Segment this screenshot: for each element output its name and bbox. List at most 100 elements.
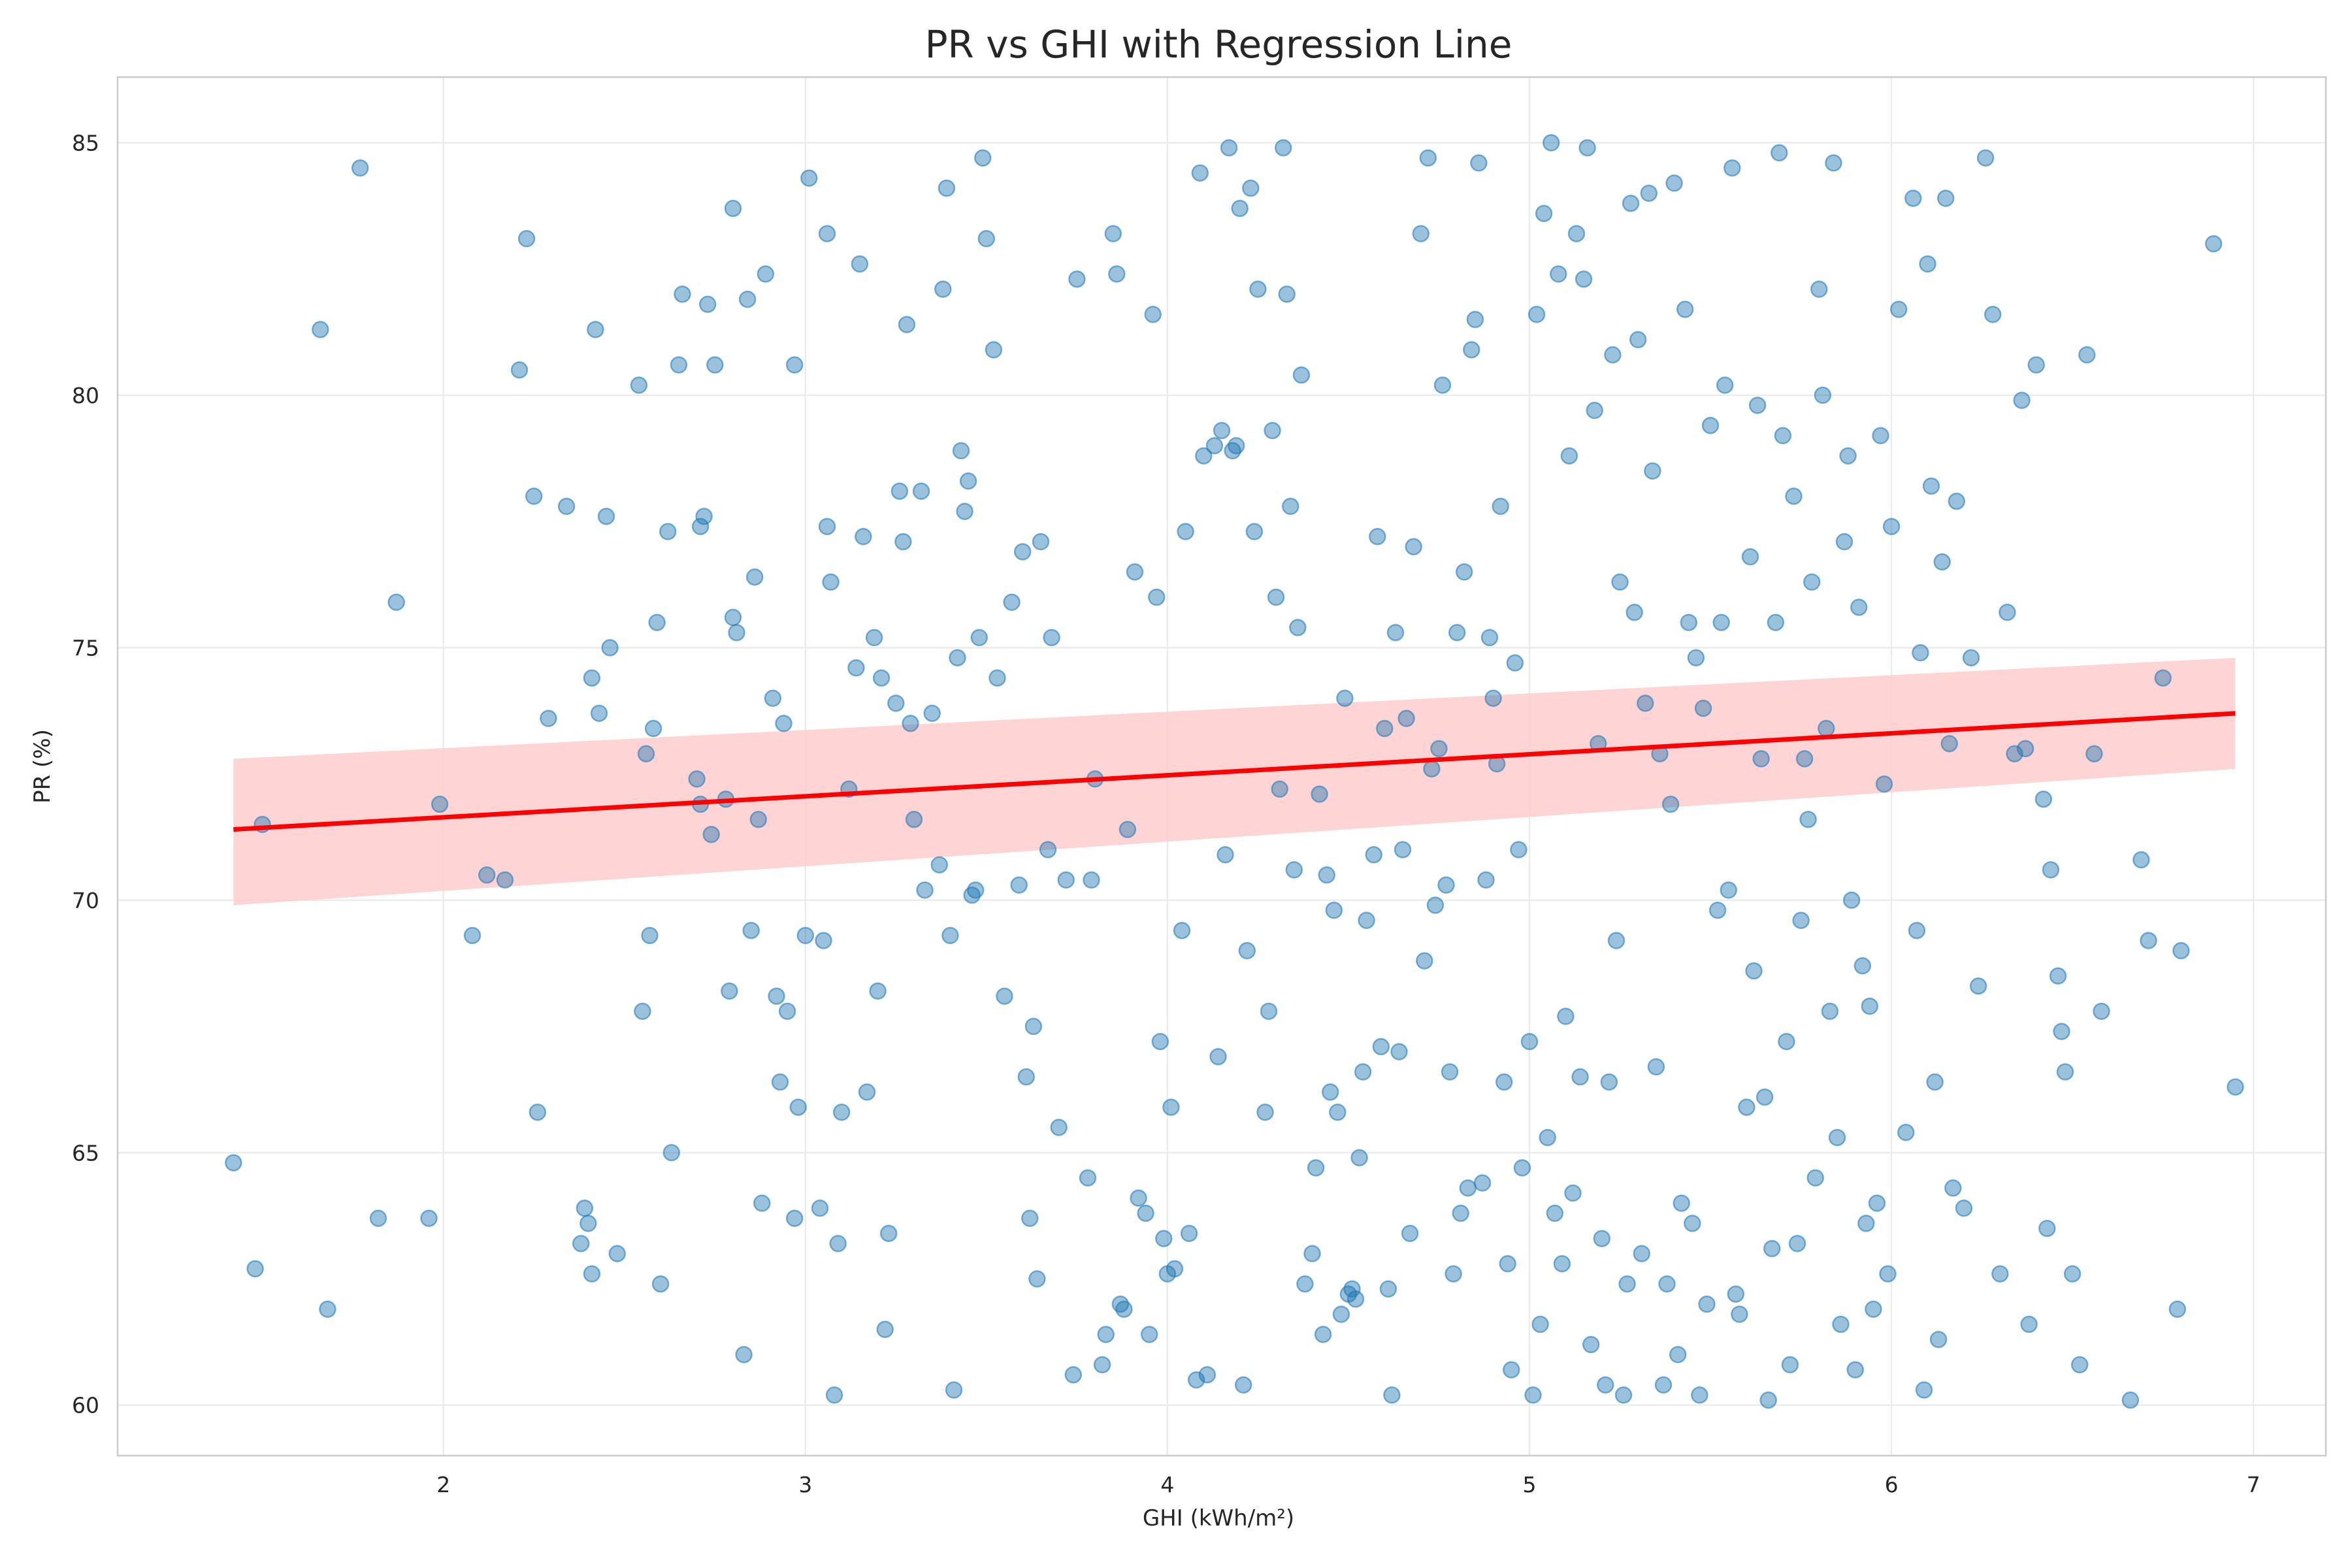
scatter-point bbox=[1282, 497, 1299, 515]
scatter-point bbox=[1618, 1275, 1636, 1293]
scatter-point bbox=[1694, 699, 1712, 717]
scatter-point bbox=[1524, 1386, 1542, 1404]
scatter-point bbox=[1343, 1280, 1361, 1298]
scatter-point bbox=[2056, 1063, 2074, 1081]
scatter-point bbox=[869, 982, 887, 1000]
scatter-point bbox=[1557, 1007, 1575, 1025]
scatter-point bbox=[2085, 745, 2103, 762]
scatter-point bbox=[724, 608, 742, 627]
scatter-point bbox=[1879, 1265, 1897, 1283]
scatter-point bbox=[1198, 1366, 1217, 1384]
scatter-point bbox=[1394, 841, 1412, 858]
scatter-point bbox=[1278, 286, 1296, 303]
scatter-point bbox=[1028, 1270, 1046, 1288]
scatter-point bbox=[2042, 861, 2060, 879]
scatter-point bbox=[1687, 649, 1705, 667]
scatter-point bbox=[2140, 932, 2157, 949]
scatter-point bbox=[2093, 1002, 2110, 1021]
scatter-point bbox=[525, 487, 543, 505]
scatter-point bbox=[1430, 740, 1448, 758]
scatter-point bbox=[2006, 745, 2023, 762]
scatter-point bbox=[1727, 1285, 1745, 1303]
chart-title: PR vs GHI with Regression Line bbox=[925, 22, 1512, 67]
scatter-point bbox=[420, 1209, 438, 1227]
scatter-point bbox=[916, 881, 934, 899]
scatter-point bbox=[1625, 604, 1643, 621]
scatter-point bbox=[1962, 649, 1980, 667]
scatter-point bbox=[1104, 225, 1122, 242]
plot-area bbox=[116, 76, 2327, 1457]
scatter-point bbox=[1140, 1326, 1158, 1343]
confidence-band bbox=[233, 657, 2236, 906]
scatter-point bbox=[478, 866, 496, 884]
scatter-point bbox=[890, 482, 909, 500]
scatter-point bbox=[1180, 1224, 1198, 1243]
scatter-point bbox=[934, 280, 952, 298]
scatter-point bbox=[822, 573, 840, 591]
scatter-point bbox=[1503, 1361, 1520, 1379]
scatter-point bbox=[1745, 962, 1763, 980]
scatter-point bbox=[1296, 1275, 1314, 1293]
scatter-point bbox=[1698, 1295, 1716, 1313]
scatter-point bbox=[829, 1235, 847, 1252]
scatter-point bbox=[1850, 598, 1868, 616]
scatter-point bbox=[938, 179, 956, 197]
scatter-point bbox=[496, 871, 514, 889]
scatter-point bbox=[225, 1154, 242, 1171]
y-tick-label: 70 bbox=[72, 888, 99, 913]
scatter-point bbox=[1872, 427, 1889, 445]
scatter-point bbox=[1680, 613, 1698, 631]
scatter-point bbox=[1684, 1215, 1701, 1232]
scatter-point bbox=[1285, 861, 1303, 879]
scatter-point bbox=[1604, 346, 1622, 364]
scatter-point bbox=[1731, 1305, 1748, 1323]
scatter-point bbox=[2172, 941, 2190, 960]
scatter-point bbox=[851, 255, 869, 273]
scatter-point bbox=[1861, 997, 1879, 1015]
scatter-point bbox=[1582, 1335, 1600, 1354]
scatter-point bbox=[949, 649, 966, 667]
scatter-point bbox=[431, 795, 449, 813]
scatter-point bbox=[789, 1098, 807, 1116]
scatter-point bbox=[1929, 1330, 1948, 1348]
scatter-point bbox=[1611, 573, 1629, 591]
scatter-point bbox=[1108, 265, 1126, 283]
scatter-point bbox=[1423, 760, 1441, 778]
y-tick-label: 65 bbox=[72, 1140, 99, 1166]
x-axis-label: GHI (kWh/m²) bbox=[1143, 1505, 1294, 1531]
scatter-point bbox=[775, 715, 792, 732]
scatter-point bbox=[1799, 810, 1817, 828]
scatter-point bbox=[2204, 235, 2223, 253]
y-tick-label: 60 bbox=[72, 1393, 99, 1418]
scatter-point bbox=[1043, 629, 1060, 647]
scatter-point bbox=[800, 169, 818, 187]
scatter-point bbox=[1238, 941, 1256, 960]
scatter-point bbox=[1013, 543, 1032, 561]
scatter-point bbox=[1249, 280, 1267, 298]
scatter-point bbox=[996, 987, 1013, 1005]
scatter-point bbox=[1669, 1346, 1687, 1364]
scatter-point bbox=[1803, 573, 1821, 591]
scatter-point bbox=[1676, 301, 1694, 318]
scatter-point bbox=[1984, 306, 2002, 323]
scatter-point bbox=[945, 1381, 963, 1399]
scatter-point bbox=[1527, 306, 1546, 323]
scatter-point bbox=[1021, 1209, 1039, 1227]
scatter-point bbox=[1484, 689, 1502, 707]
scatter-point bbox=[1629, 331, 1647, 349]
scatter-point bbox=[1542, 134, 1560, 152]
scatter-point bbox=[985, 341, 1003, 359]
scatter-point bbox=[1738, 1098, 1756, 1116]
scatter-point bbox=[2049, 967, 2067, 985]
scatter-point bbox=[1191, 164, 1209, 182]
scatter-point bbox=[1289, 619, 1307, 636]
scatter-point bbox=[540, 710, 557, 727]
scatter-point bbox=[959, 472, 977, 490]
scatter-point bbox=[1835, 532, 1854, 551]
scatter-point bbox=[970, 629, 988, 647]
scatter-point bbox=[1781, 1356, 1799, 1374]
scatter-point bbox=[2013, 391, 2031, 409]
scatter-point bbox=[1213, 421, 1231, 440]
scatter-point bbox=[1441, 1063, 1459, 1081]
